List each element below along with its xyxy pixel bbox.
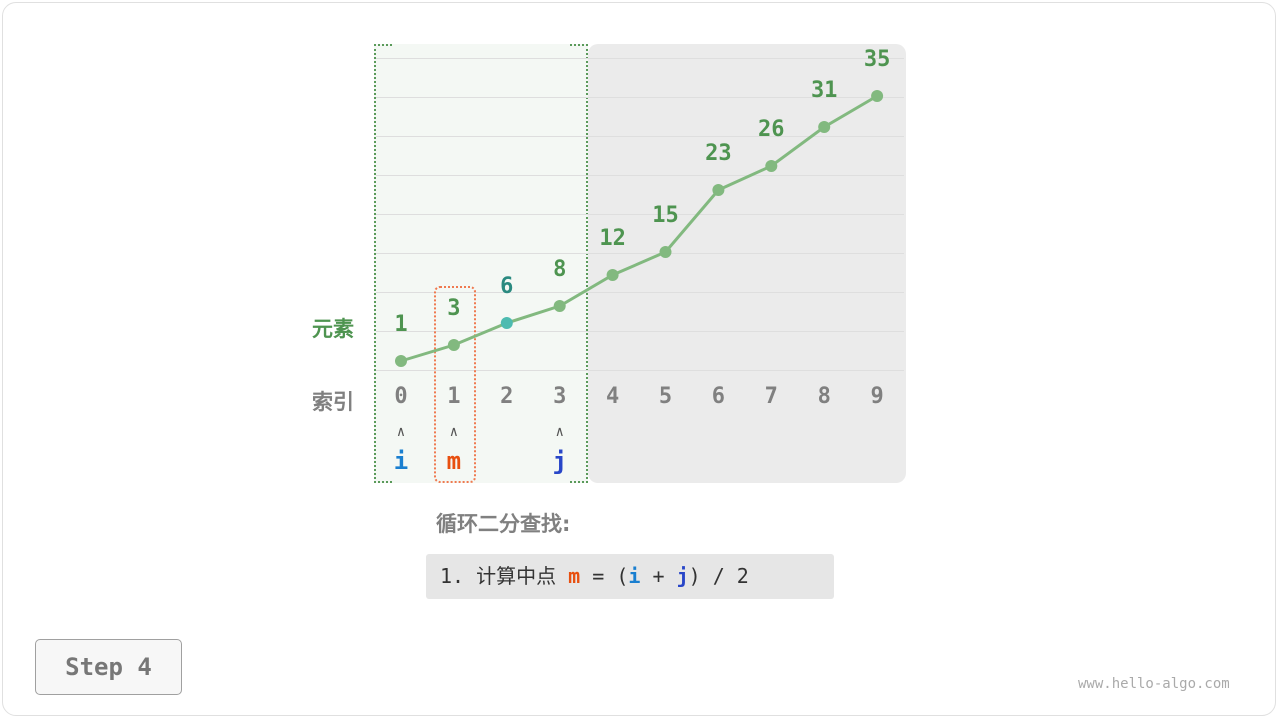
value-label: 1	[394, 312, 408, 337]
pointer-m: m	[446, 447, 462, 475]
algorithm-title: 循环二分查找:	[436, 512, 571, 536]
gridline	[376, 97, 904, 98]
index-label: 1	[447, 384, 461, 409]
elements-row-label: 元素	[312, 317, 354, 341]
formula-j: j	[676, 564, 689, 588]
value-point	[659, 246, 672, 258]
gridline	[376, 136, 904, 137]
gridline	[376, 175, 904, 176]
index-label: 7	[764, 384, 778, 409]
formula-text: = (	[580, 564, 629, 588]
indices-row-label: 索引	[312, 390, 354, 414]
value-label: 23	[705, 141, 732, 166]
value-label: 26	[758, 117, 785, 142]
range-corner	[374, 44, 392, 46]
pointer-j: j	[552, 447, 567, 475]
gridline	[376, 253, 904, 254]
value-label: 31	[810, 78, 838, 103]
formula-text: +	[640, 564, 677, 588]
gridline	[376, 370, 904, 371]
pointer-i: i	[393, 447, 409, 475]
index-label: 2	[500, 384, 514, 409]
index-label: 4	[605, 384, 620, 409]
index-label: 5	[658, 384, 673, 409]
range-corner	[570, 481, 588, 483]
value-label: 12	[599, 226, 626, 251]
index-label: 8	[817, 384, 831, 409]
index-label: 9	[870, 384, 884, 409]
pointer-arrow-icon: ∧	[449, 424, 459, 440]
index-label: 3	[553, 384, 567, 409]
gridline	[376, 292, 904, 293]
gridline	[376, 214, 904, 215]
value-point	[447, 339, 460, 351]
value-point	[395, 355, 407, 367]
value-label: 3	[447, 296, 461, 321]
value-line	[400, 94, 878, 363]
value-point	[606, 269, 619, 281]
value-point	[553, 300, 566, 312]
value-point	[871, 90, 884, 102]
formula-text: ) / 2	[688, 564, 749, 588]
gridline	[376, 58, 904, 59]
value-point	[500, 317, 513, 329]
search-range-region	[374, 44, 588, 483]
step-button[interactable]: Step 4	[35, 639, 182, 695]
value-label: 8	[553, 257, 567, 282]
range-corner	[374, 481, 392, 483]
value-label: 35	[863, 47, 891, 72]
value-point	[765, 160, 778, 172]
index-label: 6	[711, 384, 726, 409]
pointer-arrow-icon: ∧	[396, 424, 406, 440]
midpoint-highlight-box	[434, 286, 476, 483]
formula-i: i	[628, 564, 641, 588]
value-label: 6	[500, 274, 514, 299]
formula-m: m	[568, 564, 581, 588]
index-label: 0	[394, 384, 408, 409]
range-corner	[570, 44, 588, 46]
formula-text: 1. 计算中点	[440, 564, 569, 588]
value-point	[818, 121, 831, 133]
value-label: 15	[652, 203, 679, 228]
gridline	[376, 331, 904, 332]
pointer-arrow-icon: ∧	[555, 424, 564, 440]
watermark: www.hello-algo.com	[1078, 676, 1230, 692]
value-point	[712, 184, 725, 196]
formula-step: 1. 计算中点 m = (i + j) / 2	[426, 554, 834, 599]
